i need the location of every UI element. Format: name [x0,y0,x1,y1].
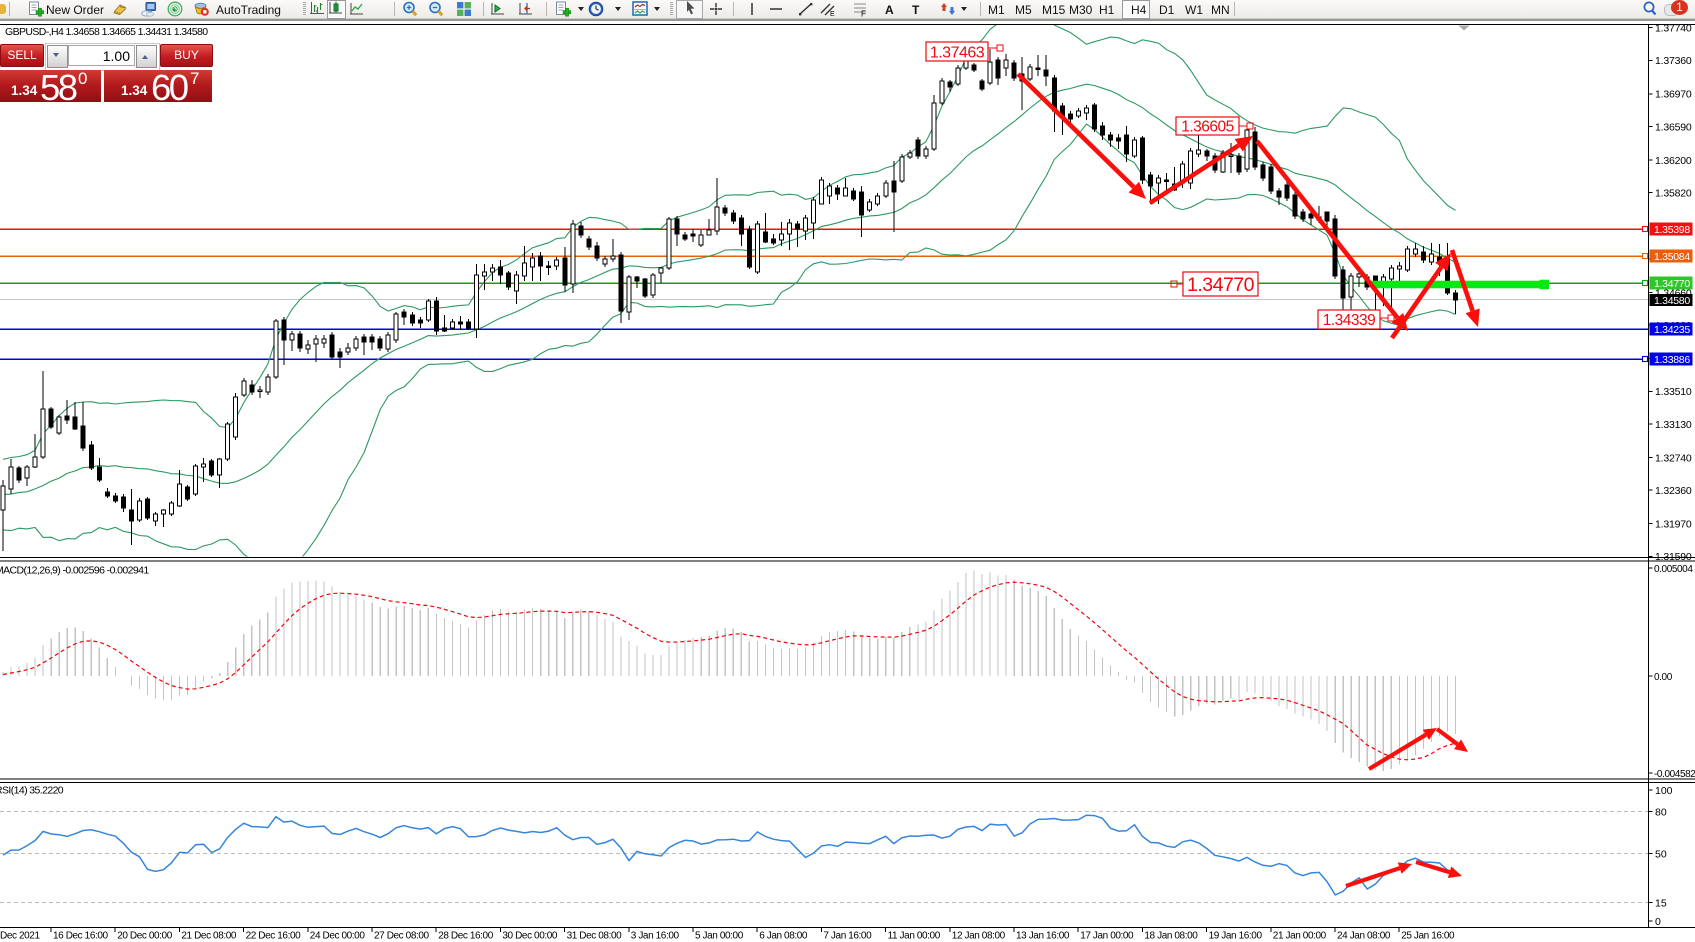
svg-text:7 Jan 16:00: 7 Jan 16:00 [823,931,872,942]
svg-text:16 Dec 16:00: 16 Dec 16:00 [53,931,109,942]
svg-text:1.35084: 1.35084 [1654,251,1690,263]
svg-text:0: 0 [1655,916,1661,928]
svg-text:21 Dec 08:00: 21 Dec 08:00 [181,931,237,942]
svg-text:1.37360: 1.37360 [1655,55,1692,67]
svg-text:12 Jan 08:00: 12 Jan 08:00 [952,931,1006,942]
svg-text:1.36970: 1.36970 [1655,89,1692,101]
svg-text:22 Dec 16:00: 22 Dec 16:00 [246,931,302,942]
svg-text:1.32360: 1.32360 [1655,485,1692,497]
svg-text:28 Dec 16:00: 28 Dec 16:00 [438,931,494,942]
svg-text:6 Jan 08:00: 6 Jan 08:00 [759,931,808,942]
svg-text:3 Jan 16:00: 3 Jan 16:00 [631,931,680,942]
svg-text:27 Dec 08:00: 27 Dec 08:00 [374,931,430,942]
svg-text:1.36590: 1.36590 [1655,121,1692,133]
svg-text:31 Dec 08:00: 31 Dec 08:00 [567,931,623,942]
svg-text:1.35820: 1.35820 [1655,188,1692,200]
svg-text:Dec 2021: Dec 2021 [0,931,40,942]
svg-text:1.33510: 1.33510 [1655,386,1692,398]
svg-text:25 Jan 16:00: 25 Jan 16:00 [1401,931,1455,942]
svg-text:13 Jan 16:00: 13 Jan 16:00 [1016,931,1070,942]
svg-text:GBPUSD-,H4 1.34658 1.34665 1.: GBPUSD-,H4 1.34658 1.34665 1.34431 1.345… [5,26,208,38]
svg-text:1.37740: 1.37740 [1655,22,1692,34]
svg-text:1.36200: 1.36200 [1655,155,1692,167]
svg-text:80: 80 [1655,806,1667,818]
svg-text:21 Jan 00:00: 21 Jan 00:00 [1273,931,1327,942]
svg-text:1.32740: 1.32740 [1655,452,1692,464]
svg-text:1.31970: 1.31970 [1655,519,1692,531]
svg-text:F: F [861,10,866,18]
svg-text:17 Jan 00:00: 17 Jan 00:00 [1080,931,1134,942]
svg-text:1.34770: 1.34770 [1187,274,1255,296]
svg-text:1.31590: 1.31590 [1655,551,1692,563]
svg-text:20 Dec 00:00: 20 Dec 00:00 [117,931,173,942]
svg-text:-0.004582: -0.004582 [1654,769,1695,780]
svg-text:1.36605: 1.36605 [1181,119,1234,136]
svg-text:19 Jan 16:00: 19 Jan 16:00 [1209,931,1263,942]
svg-text:1.35398: 1.35398 [1654,224,1690,236]
svg-text:0.005004: 0.005004 [1654,564,1693,575]
svg-text:1.37463: 1.37463 [930,44,985,61]
svg-text:5 Jan 00:00: 5 Jan 00:00 [695,931,744,942]
svg-text:1.33886: 1.33886 [1654,354,1690,366]
svg-text:1.34770: 1.34770 [1654,278,1690,290]
svg-text:15: 15 [1655,897,1667,909]
svg-text:100: 100 [1655,785,1673,797]
svg-text:1.34339: 1.34339 [1323,312,1376,329]
svg-text:30 Dec 00:00: 30 Dec 00:00 [502,931,558,942]
svg-text:1.33130: 1.33130 [1655,419,1692,431]
svg-text:24 Jan 08:00: 24 Jan 08:00 [1337,931,1391,942]
svg-text:24 Dec 00:00: 24 Dec 00:00 [310,931,366,942]
svg-text:MACD(12,26,9) -0.002596 -0.002: MACD(12,26,9) -0.002596 -0.002941 [0,565,149,577]
svg-text:E: E [830,11,835,17]
svg-text:1.34235: 1.34235 [1654,324,1690,336]
svg-text:50: 50 [1655,848,1667,860]
svg-text:1.34580: 1.34580 [1654,295,1690,307]
svg-text:18 Jan 08:00: 18 Jan 08:00 [1144,931,1198,942]
svg-text:0.00: 0.00 [1654,672,1673,683]
svg-text:11 Jan 00:00: 11 Jan 00:00 [888,931,941,942]
svg-text:RSI(14) 35.2220: RSI(14) 35.2220 [0,785,64,797]
